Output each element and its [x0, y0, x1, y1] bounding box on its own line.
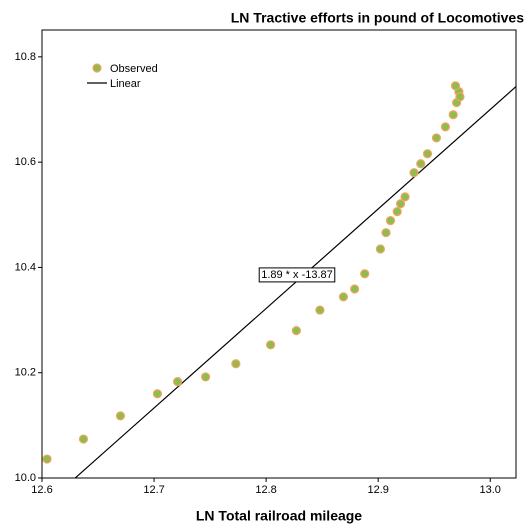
y-tick-label: 10.6 [15, 156, 36, 168]
legend-marker [92, 63, 102, 73]
x-tick-label: 13.0 [480, 484, 501, 496]
point [400, 192, 410, 202]
point [422, 149, 433, 159]
point [431, 133, 442, 143]
point [152, 389, 163, 399]
chart-title: LN Tractive efforts in pound of Locomoti… [231, 10, 524, 26]
point [455, 92, 465, 102]
y-tick-label: 10.8 [15, 51, 36, 63]
y-tick-label: 10.2 [15, 367, 36, 379]
point [315, 305, 325, 315]
point [115, 411, 126, 421]
point [385, 215, 396, 226]
point [78, 434, 89, 444]
x-axis-title: LN Total railroad mileage [196, 508, 362, 524]
legend-label: Observed [110, 63, 158, 75]
point [392, 207, 402, 217]
x-tick-label: 12.6 [31, 484, 52, 496]
point [291, 325, 301, 336]
fit-line [74, 86, 516, 478]
point [450, 81, 461, 91]
point [409, 168, 419, 178]
point [395, 199, 406, 209]
point [360, 269, 370, 279]
point [338, 292, 349, 302]
y-tick-label: 10.0 [15, 472, 36, 484]
x-tick-label: 12.8 [255, 484, 276, 496]
point [381, 228, 391, 238]
point [265, 340, 276, 350]
point [448, 110, 458, 120]
point [172, 377, 183, 387]
plot-clip [74, 86, 516, 478]
point [42, 454, 52, 464]
point [350, 284, 360, 294]
point [375, 244, 386, 254]
fit-label: 1.89 * x -13.87 [261, 269, 333, 281]
point [201, 372, 211, 382]
point [440, 122, 451, 132]
plot-area [41, 29, 517, 479]
x-tick-label: 12.7 [143, 484, 164, 496]
y-tick-label: 10.4 [15, 261, 36, 273]
legend-label: Linear [110, 78, 141, 90]
point [416, 159, 426, 169]
fit-label-box [258, 267, 336, 283]
point [231, 359, 241, 369]
x-tick-label: 12.9 [367, 484, 388, 496]
